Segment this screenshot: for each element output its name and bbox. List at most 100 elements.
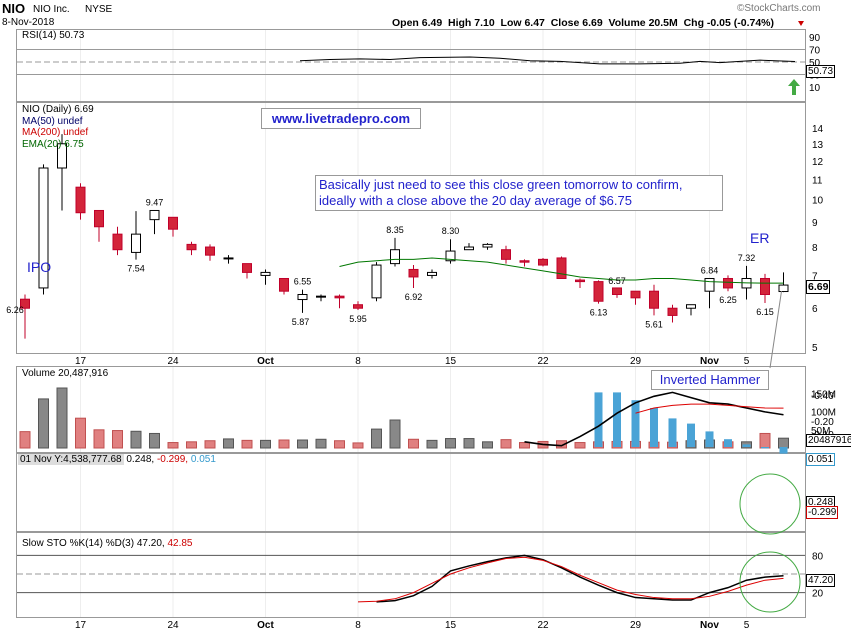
volume-bar — [297, 439, 308, 449]
candle-body — [667, 307, 678, 316]
volume-bar — [389, 419, 401, 449]
macd-panel — [16, 453, 806, 532]
stockcharts-brand: ©StockCharts.com — [737, 3, 821, 14]
x-tick-label: 17 — [75, 356, 87, 367]
green-up-arrow-icon — [787, 78, 801, 99]
candle-body — [686, 304, 696, 309]
inverted-hammer-box: Inverted Hammer — [651, 370, 769, 390]
x-tick-label: Nov — [700, 620, 719, 631]
candle-body — [297, 293, 308, 301]
price-data-label: 6.55 — [294, 277, 312, 287]
candle-body — [316, 295, 326, 298]
volume-value-tag: 20487916 — [806, 434, 851, 447]
hammer-pointer-line — [769, 291, 782, 369]
macd-hist-bar — [705, 431, 714, 447]
volume-bar — [500, 439, 512, 449]
rsi-line — [299, 56, 796, 65]
price-tick-label: 6 — [812, 304, 818, 315]
volume-bar — [56, 387, 68, 449]
macd-prefix: 01 Nov Y:4,538,777.68 — [18, 454, 124, 465]
volume-bar — [556, 440, 567, 449]
price-data-label: 5.95 — [349, 314, 367, 324]
macd-hist-bar — [779, 447, 788, 454]
price-tick-label: 8 — [812, 243, 818, 254]
x-tick-label: Nov — [700, 356, 719, 367]
price-title: NIO (Daily) 6.69 — [22, 104, 94, 115]
candle-body — [57, 143, 67, 169]
volume-bar — [426, 439, 438, 449]
sto-panel — [16, 532, 806, 618]
ma50-label: MA(50) undef — [22, 116, 83, 127]
sto-value-tag: 47.20 — [806, 574, 836, 587]
macd-value: 0.248, — [126, 454, 155, 465]
price-data-label: 6.92 — [405, 292, 423, 302]
price-tick-label: 9 — [812, 218, 818, 229]
volume-bar — [130, 430, 142, 449]
volume-bar — [759, 432, 771, 449]
price-tick-label: 14 — [812, 124, 824, 135]
x-tick-label: 8 — [355, 620, 361, 631]
website-box[interactable]: www.livetradepro.com — [261, 108, 421, 129]
candle-body — [630, 290, 641, 299]
candle-body — [279, 277, 289, 292]
down-arrow-icon — [798, 21, 804, 26]
sto-k-value: 47.20, — [136, 538, 165, 549]
x-tick-label: 17 — [75, 620, 87, 631]
macd-hist-bar — [742, 444, 751, 447]
sto-tick-label: 80 — [812, 551, 824, 562]
candle-body — [612, 287, 622, 295]
volume-bar — [352, 442, 364, 449]
price-tick-label: 7 — [812, 271, 818, 282]
candle-body — [223, 257, 234, 260]
macd-hist-bar — [650, 408, 658, 447]
highlight-circle — [739, 473, 801, 535]
x-tick-label: 24 — [167, 620, 179, 631]
volume-bar — [778, 437, 789, 449]
ipo-annotation: IPO — [27, 259, 52, 275]
volume-bar — [445, 438, 456, 449]
x-tick-label: 29 — [630, 620, 642, 631]
volume-bar — [186, 441, 197, 449]
candle-body — [20, 298, 30, 309]
x-tick-label: 29 — [630, 356, 642, 367]
sto-k-line — [376, 554, 784, 603]
candle-body — [408, 268, 419, 278]
sto-title: Slow STO %K(14) %D(3) — [22, 538, 135, 549]
volume-bar — [19, 431, 31, 449]
sto-d-value: 42.85 — [167, 538, 193, 549]
x-tick-label: 15 — [445, 620, 457, 631]
x-tick-label: 22 — [537, 356, 549, 367]
ema20-label: EMA(20) 6.75 — [22, 139, 84, 150]
rsi-tick-label: 10 — [809, 83, 821, 94]
price-data-label: 8.35 — [386, 225, 404, 235]
volume-bar — [260, 439, 271, 449]
candle-body — [556, 257, 567, 279]
candle-body — [260, 271, 271, 276]
x-tick-label: 22 — [537, 620, 549, 631]
rsi-label: RSI(14) 50.73 — [22, 30, 85, 41]
candle-body — [353, 304, 363, 309]
candle-body — [38, 167, 49, 289]
price-data-label: 7.32 — [738, 253, 756, 263]
macd-hist-bar — [687, 423, 695, 447]
x-tick-label: 5 — [744, 620, 750, 631]
rsi-tick-label: 70 — [809, 46, 821, 57]
price-data-label: 5.61 — [645, 319, 663, 329]
volume-bar — [204, 440, 216, 449]
candle-body — [75, 186, 86, 214]
candle-body — [464, 246, 474, 251]
candle-body — [538, 258, 548, 266]
candle-body — [131, 233, 141, 253]
candle-body — [371, 264, 382, 299]
volume-bar — [93, 429, 105, 449]
company-name: NIO Inc. — [33, 4, 70, 15]
price-data-label: 8.30 — [442, 226, 460, 236]
rsi-value-tag: 50.73 — [806, 65, 836, 78]
analysis-note: Basically just need to see this close gr… — [315, 175, 723, 211]
candle-body — [501, 249, 511, 260]
price-tick-label: 12 — [812, 157, 824, 168]
candle-body — [205, 246, 215, 256]
volume-bar — [371, 428, 382, 449]
candle-body — [482, 243, 493, 248]
volume-tick-label: 150M — [811, 389, 836, 400]
